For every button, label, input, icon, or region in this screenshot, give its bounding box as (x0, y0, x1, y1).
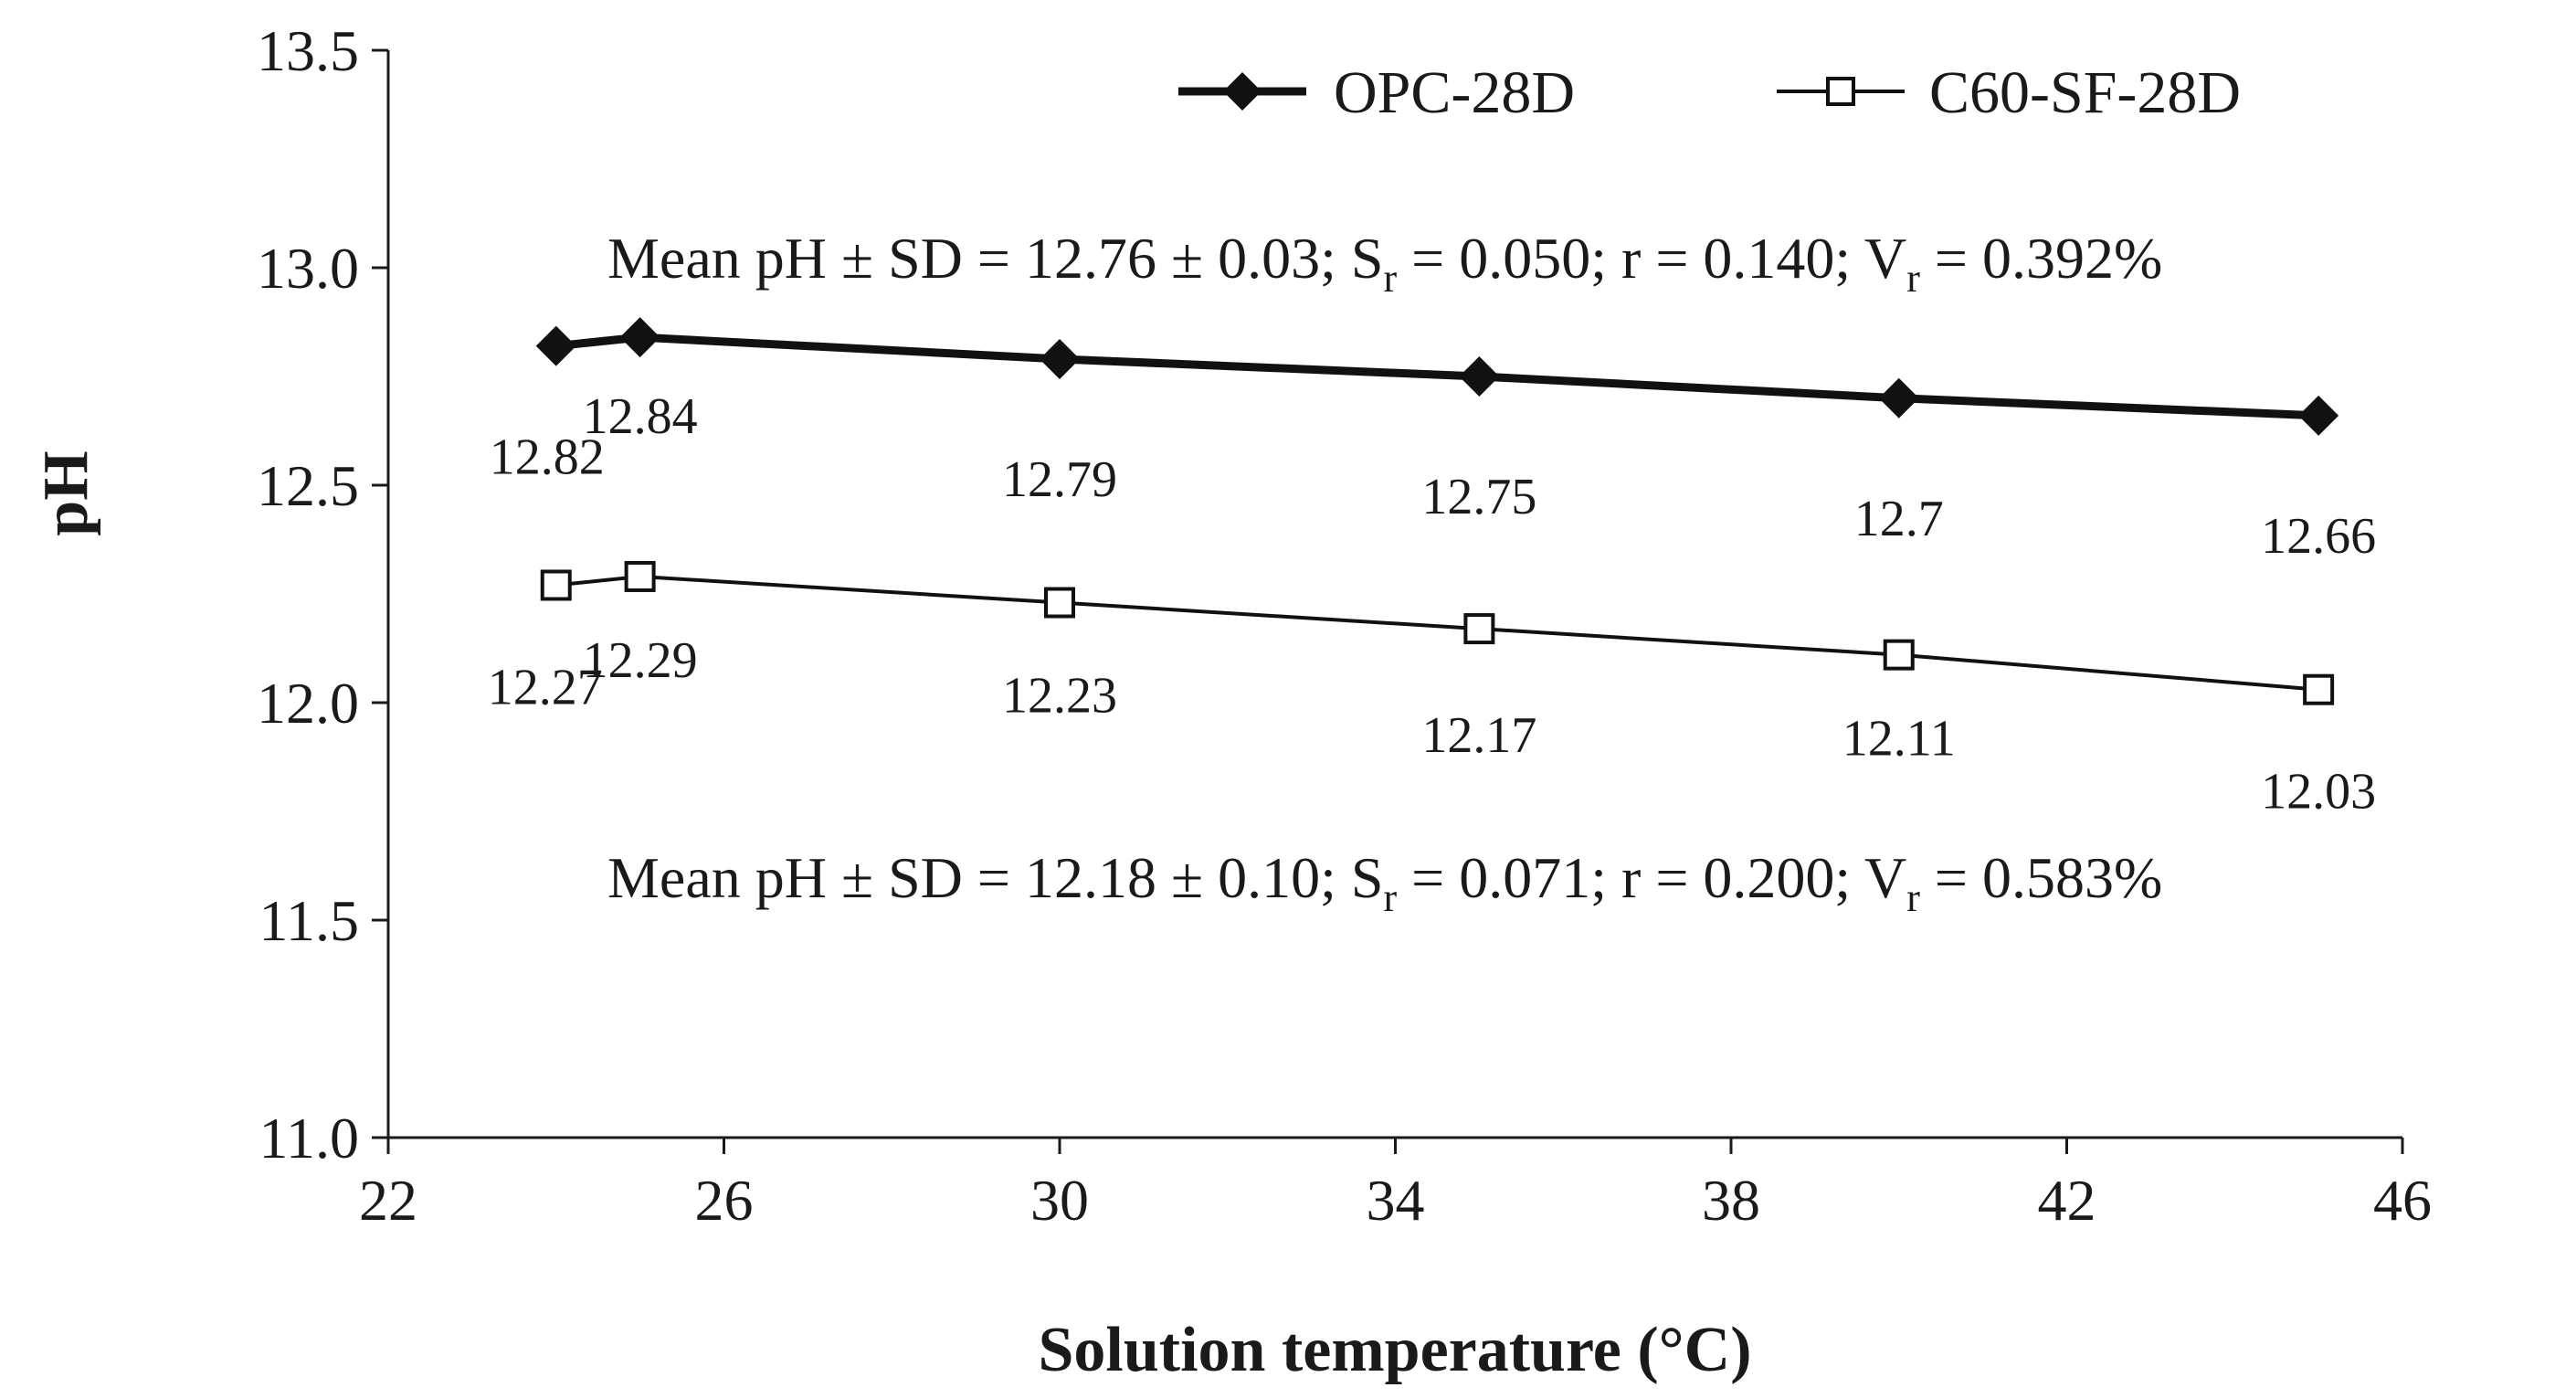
data-label-c60: 12.27 (488, 659, 603, 715)
data-point-opc (1459, 356, 1500, 397)
annotation-c60-sub2: r (1906, 875, 1920, 920)
y-tick-label: 13.5 (257, 18, 359, 83)
data-label-c60: 12.23 (1002, 668, 1117, 725)
data-label-opc: 12.66 (2261, 508, 2376, 565)
annotation-opc-suffix: = 0.392% (1920, 226, 2162, 291)
x-tick-label: 22 (359, 1168, 417, 1233)
y-tick-label: 12.5 (257, 453, 359, 518)
data-point-c60 (624, 560, 656, 592)
data-point-c60 (2303, 673, 2335, 705)
data-point-opc (1040, 338, 1080, 379)
x-tick-label: 26 (695, 1168, 754, 1233)
data-point-c60 (1883, 639, 1915, 671)
data-point-opc (535, 325, 576, 366)
data-label-c60: 12.17 (1421, 707, 1536, 764)
y-tick-label: 13.0 (257, 236, 359, 301)
data-label-opc: 12.79 (1002, 451, 1117, 508)
data-point-opc (2298, 395, 2339, 436)
annotation-opc-sub2: r (1906, 256, 1920, 301)
data-point-c60 (1463, 613, 1495, 645)
annotation-opc-sub1: r (1383, 256, 1397, 301)
data-point-c60 (1044, 587, 1075, 619)
annotation-c60-sub1: r (1383, 875, 1397, 920)
annotation-c60-suffix: = 0.583% (1920, 845, 2162, 910)
x-tick-label: 42 (2038, 1168, 2096, 1233)
data-label-c60: 12.29 (583, 632, 698, 689)
x-tick-label: 34 (1367, 1168, 1425, 1233)
data-label-opc: 12.75 (1421, 469, 1536, 525)
annotation-opc-mid: = 0.050; r = 0.140; V (1397, 226, 1906, 291)
x-axis-title: Solution temperature (°C) (1038, 1315, 1751, 1385)
x-tick-label: 46 (2373, 1168, 2432, 1233)
legend-marker-opc (1223, 72, 1262, 111)
legend-marker-c60 (1826, 77, 1855, 106)
y-ticks: 11.0 11.5 12.0 12.5 13.0 13.5 (257, 18, 388, 1170)
x-ticks: 22 26 30 34 38 42 46 (359, 1138, 2432, 1233)
data-point-c60 (540, 569, 572, 601)
series-line-opc (555, 333, 2319, 420)
legend-label-c60: C60-SF-28D (1929, 59, 2241, 126)
data-point-opc (1878, 377, 1919, 418)
data-point-opc (619, 317, 660, 358)
y-tick-label: 11.0 (259, 1106, 359, 1170)
legend-label-opc: OPC-28D (1334, 59, 1575, 126)
data-label-opc: 12.82 (490, 429, 605, 486)
data-label-opc: 12.84 (583, 388, 698, 445)
annotation-c60-prefix: Mean pH ± SD = 12.18 ± 0.10; S (607, 845, 1383, 910)
annotation-c60-stats: Mean pH ± SD = 12.18 ± 0.10; Sr = 0.071;… (607, 845, 2162, 920)
data-label-opc: 12.7 (1854, 491, 1944, 547)
series-markers (535, 317, 2339, 705)
y-tick-label: 11.5 (259, 888, 359, 953)
annotation-opc-prefix: Mean pH ± SD = 12.76 ± 0.03; S (607, 226, 1383, 291)
data-label-c60: 12.03 (2261, 764, 2376, 821)
data-label-c60: 12.11 (1842, 711, 1956, 768)
legend: OPC-28D C60-SF-28D (1178, 59, 2241, 126)
x-tick-label: 30 (1030, 1168, 1089, 1233)
annotation-c60-mid: = 0.071; r = 0.200; V (1397, 845, 1906, 910)
y-tick-label: 12.0 (257, 671, 359, 736)
x-tick-label: 38 (1702, 1168, 1760, 1233)
series-line-c60 (555, 574, 2319, 692)
y-axis-title: pH (31, 450, 101, 535)
annotation-opc-stats: Mean pH ± SD = 12.76 ± 0.03; Sr = 0.050;… (607, 226, 2162, 301)
